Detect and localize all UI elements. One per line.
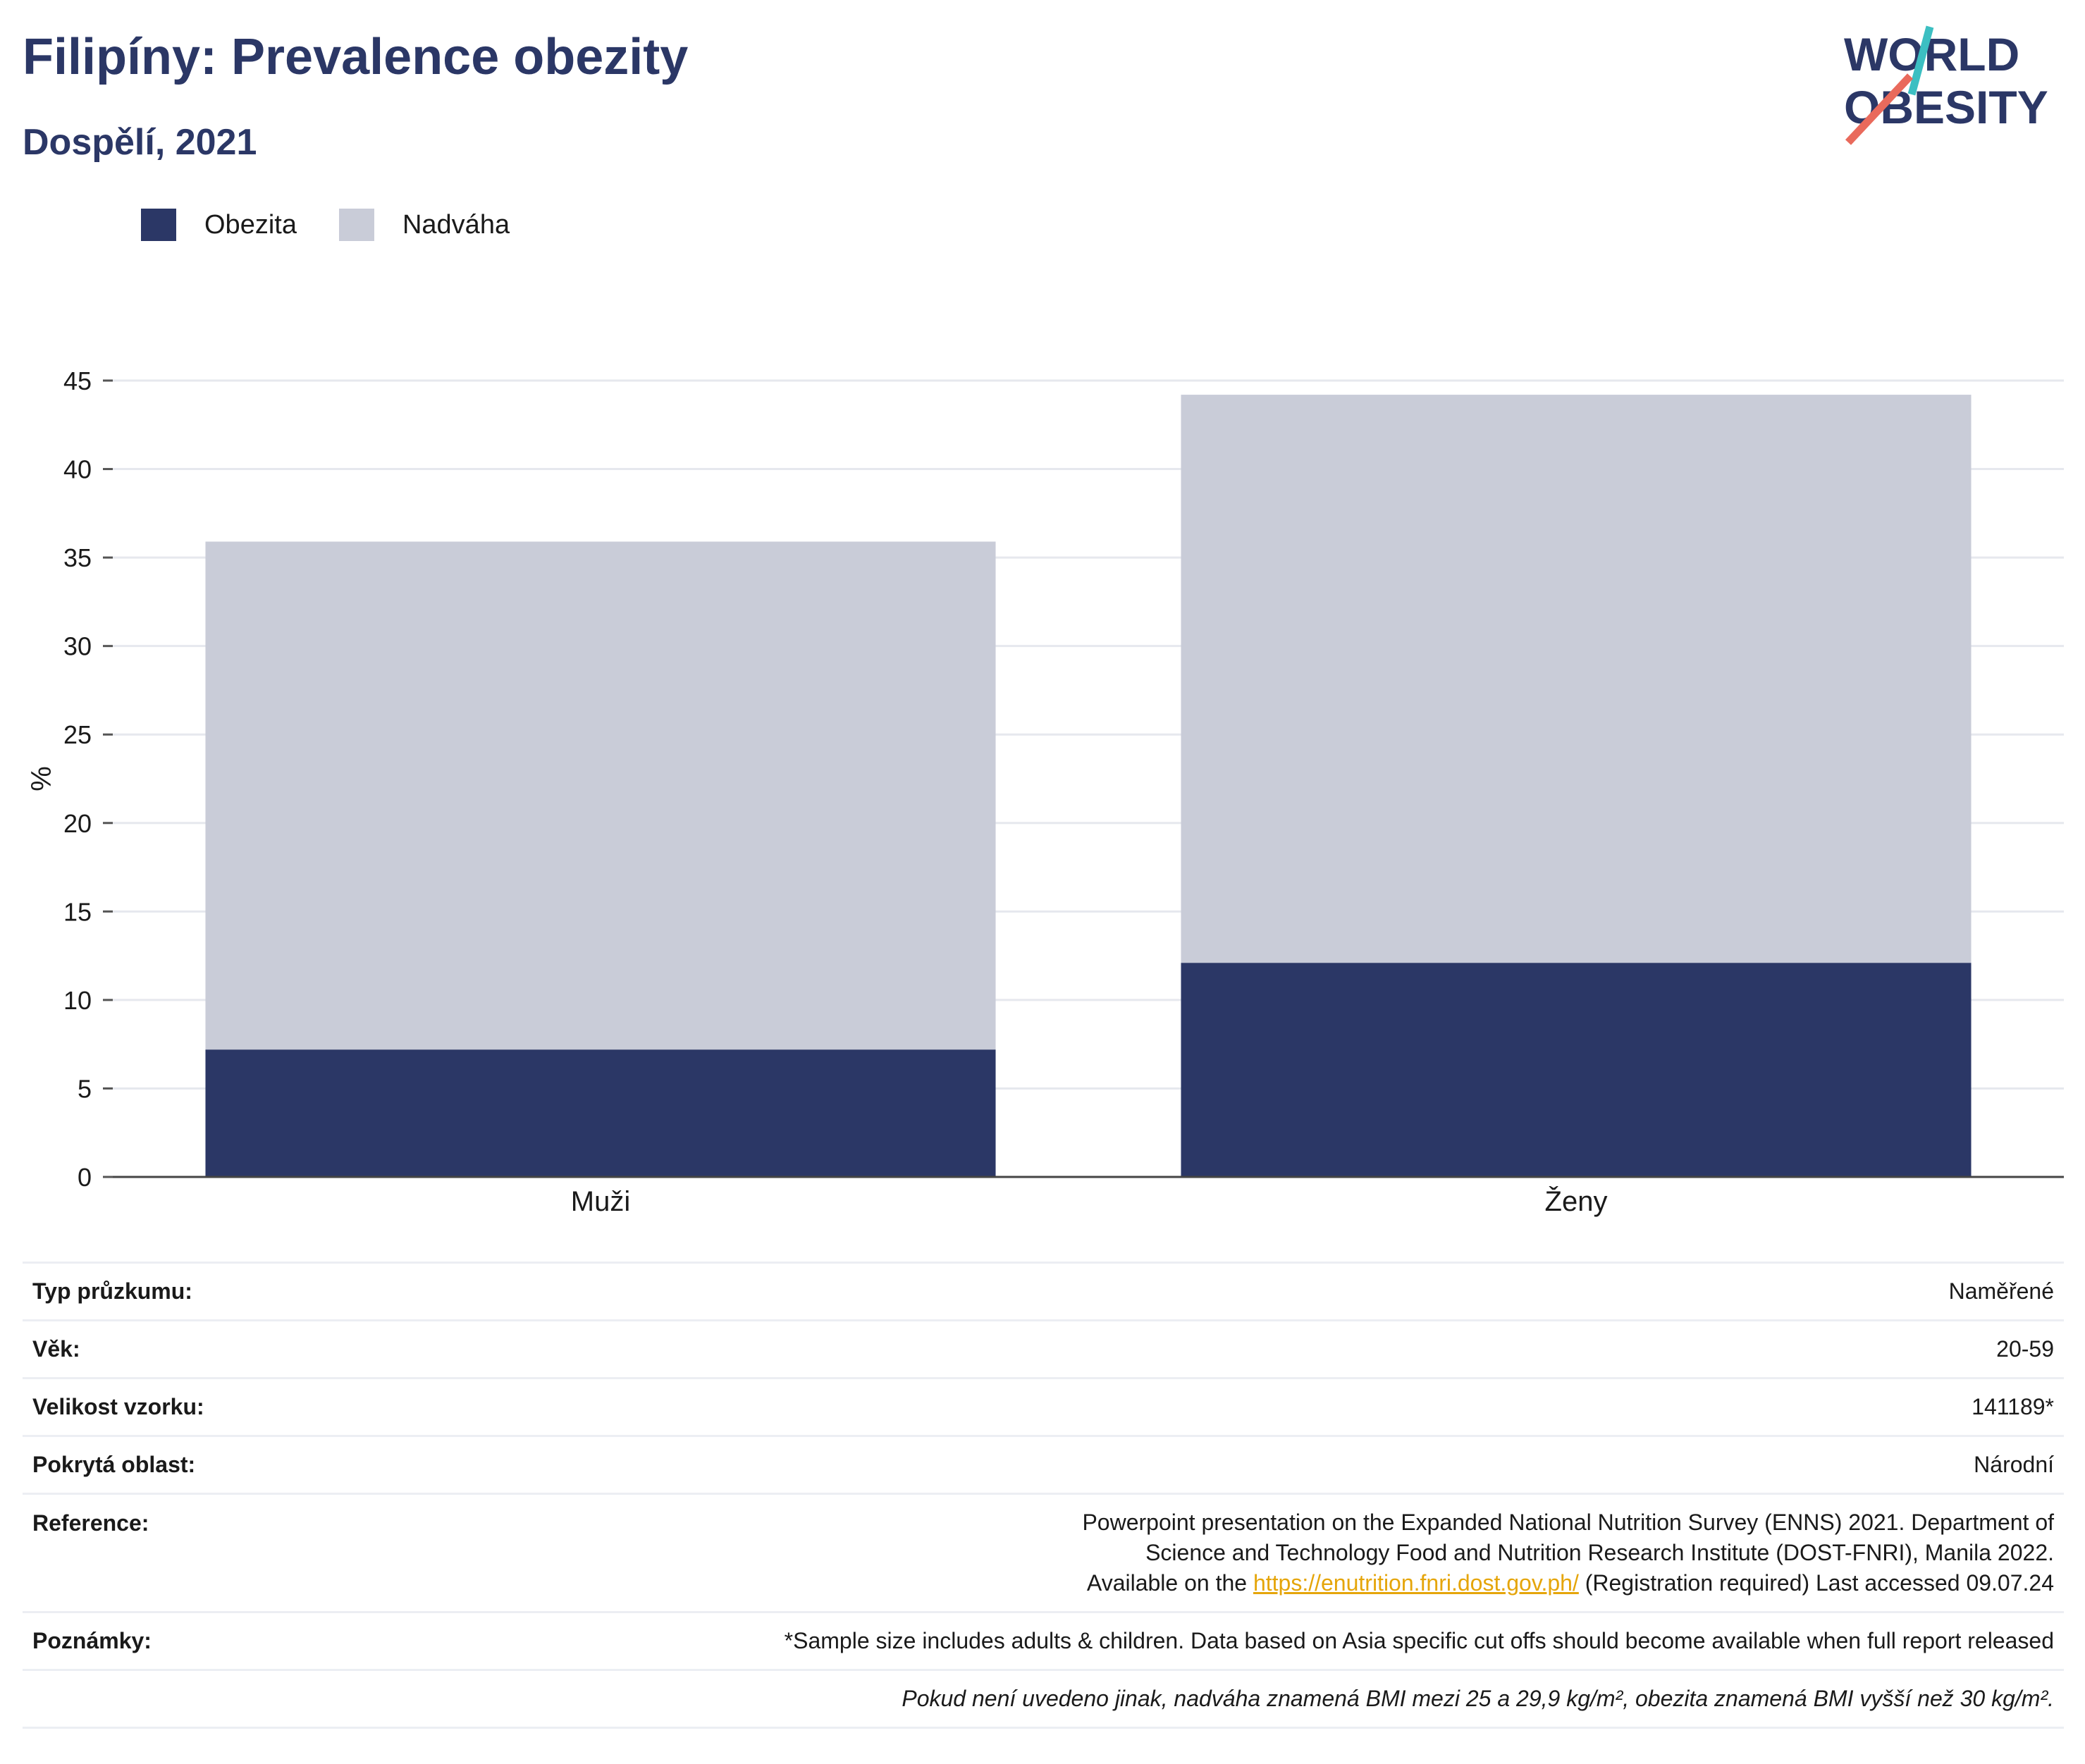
reference-text-end: (Registration required) Last accessed 09…	[1585, 1570, 2054, 1596]
y-tick-label: 5	[78, 1074, 92, 1103]
y-tick-label: 0	[78, 1163, 92, 1192]
y-axis-label: %	[26, 766, 57, 791]
legend-label-obesity: Obezita	[204, 209, 297, 240]
logo-coral-stroke	[1845, 73, 1914, 145]
info-value: 141189*	[536, 1377, 2064, 1437]
x-tick-label: Muži	[571, 1186, 630, 1217]
info-row-coverage: Pokrytá oblast: Národní	[23, 1435, 2064, 1495]
stacked-bar-chart: 0 5 10 15 20 25 30 35 40 45% Muži Ženy	[26, 366, 2064, 1217]
legend-item-overweight[interactable]: Nadváha	[338, 209, 510, 241]
x-tick-label: Ženy	[1545, 1185, 1608, 1217]
legend-item-obesity[interactable]: Obezita	[141, 209, 297, 241]
info-row-reference: Reference: Powerpoint presentation on th…	[23, 1493, 2064, 1613]
info-label: Pokrytá oblast:	[23, 1435, 536, 1495]
y-tick-label: 45	[63, 366, 92, 395]
info-row-notes: Poznámky: *Sample size includes adults &…	[23, 1611, 2064, 1671]
info-value: Naměřené	[536, 1262, 2064, 1321]
footnote: Pokud není uvedeno jinak, nadváha znamen…	[536, 1669, 2064, 1729]
info-row-survey-type: Typ průzkumu: Naměřené	[23, 1262, 2064, 1321]
reference-text: Powerpoint presentation on the Expanded …	[1082, 1509, 2054, 1596]
world-obesity-logo: WORLD OBESITY	[1844, 25, 2048, 145]
info-label: Věk:	[23, 1319, 536, 1379]
info-row-sample-size: Velikost vzorku: 141189*	[23, 1377, 2064, 1437]
info-value: *Sample size includes adults & children.…	[536, 1611, 2064, 1671]
y-tick-label: 25	[63, 720, 92, 749]
info-row-footnote: Pokud není uvedeno jinak, nadváha znamen…	[23, 1669, 2064, 1729]
info-label: Velikost vzorku:	[23, 1377, 536, 1437]
legend: Obezita Nadváha	[141, 209, 552, 241]
info-table: Typ průzkumu: Naměřené Věk: 20-59 Veliko…	[23, 1262, 2064, 1729]
legend-swatch-overweight	[338, 209, 374, 241]
info-label: Typ průzkumu:	[23, 1262, 536, 1321]
legend-swatch-obesity	[141, 209, 176, 241]
logo-line2: OBESITY	[1844, 81, 2048, 133]
reference-link[interactable]: https://enutrition.fnri.dost.gov.ph/	[1253, 1570, 1579, 1596]
info-label: Poznámky:	[23, 1611, 536, 1671]
chart-subtitle: Dospělí, 2021	[23, 122, 257, 163]
y-tick-label: 30	[63, 632, 92, 661]
y-tick-label: 35	[63, 543, 92, 572]
y-tick-label: 15	[63, 897, 92, 926]
info-value-reference: Powerpoint presentation on the Expanded …	[536, 1493, 2064, 1613]
y-tick-label: 10	[63, 986, 92, 1015]
bar-obesity-0	[205, 1049, 996, 1177]
bar-obesity-1	[1181, 963, 1972, 1177]
info-row-age: Věk: 20-59	[23, 1319, 2064, 1379]
bar-overweight-1	[1181, 395, 1972, 963]
chart-title: Filipíny: Prevalence obezity	[23, 29, 689, 85]
legend-label-overweight: Nadváha	[402, 209, 510, 240]
info-value: 20-59	[536, 1319, 2064, 1379]
y-tick-label: 20	[63, 809, 92, 838]
logo-teal-stroke	[1907, 25, 1934, 96]
logo-line1: WORLD	[1844, 28, 2019, 80]
info-label: Reference:	[23, 1493, 536, 1613]
info-value: Národní	[536, 1435, 2064, 1495]
bar-overweight-0	[205, 541, 996, 1050]
y-tick-label: 40	[63, 455, 92, 484]
